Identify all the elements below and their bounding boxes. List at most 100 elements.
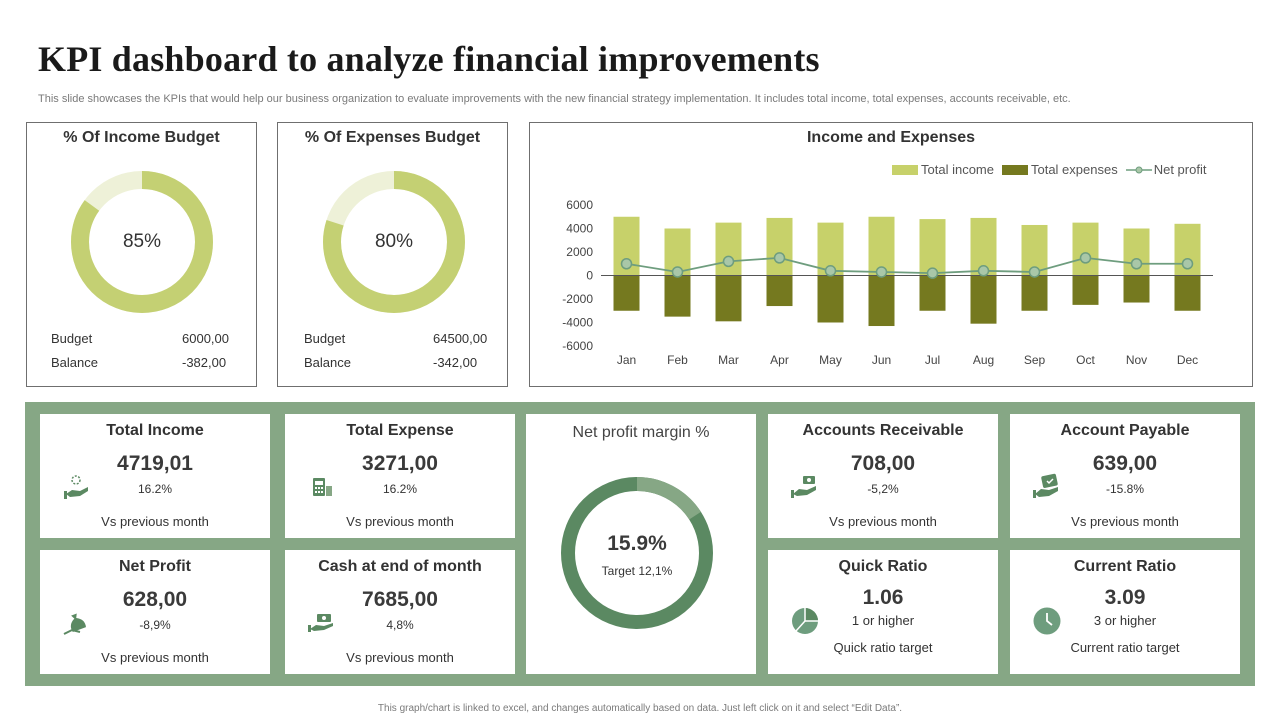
total-expense-vs: Vs previous month [346, 514, 454, 529]
net-profit-line [626, 256, 1188, 275]
x-tick-label: Jun [872, 353, 891, 367]
income-budget-donut-fill [71, 171, 213, 313]
expenses-bar [868, 275, 895, 327]
total-income-value: 4719,01 [117, 452, 193, 475]
net-profit-title: Net Profit [119, 558, 191, 575]
x-tick-label: Oct [1076, 353, 1095, 367]
cash-end-title: Cash at end of month [318, 558, 482, 575]
net-profit-margin-target: Target 12,1% [601, 564, 673, 578]
expenses-budget-value: 64500,00 [433, 331, 488, 346]
net-profit-pct: -8,9% [139, 618, 171, 632]
net-profit-margin-card: Net profit margin % 15.9% Target 12,1% [526, 414, 756, 674]
accounts-receivable-value: 708,00 [850, 452, 916, 475]
chart-title: Income and Expenses [806, 129, 976, 146]
net-profit-point [824, 265, 837, 277]
expenses-budget-percent: 80% [374, 231, 414, 252]
money-bag-icon [63, 613, 86, 635]
expenses-bar [1174, 275, 1201, 311]
legend-expenses-label: Total expenses [1030, 162, 1118, 177]
net-profit-point [1079, 252, 1092, 264]
income-balance-value: -382,00 [182, 355, 227, 370]
x-tick-label: Feb [667, 353, 688, 367]
legend-expenses-swatch [1001, 164, 1028, 175]
income-budget-donut: 85% [69, 169, 215, 315]
chart-legend: Total income Total expenses Net profit [892, 162, 1214, 177]
legend-net-profit-swatch [1125, 166, 1152, 173]
total-income-title: Total Income [106, 422, 204, 439]
account-payable-title: Account Payable [1060, 422, 1190, 439]
expenses-budget-donut: 80% [321, 169, 467, 315]
y-tick-label: 0 [586, 269, 593, 283]
current-ratio-title: Current Ratio [1073, 558, 1177, 575]
quick-ratio-sub: 1 or higher [851, 613, 915, 628]
y-tick-label: -4000 [562, 316, 593, 330]
legend-income: Total income [892, 162, 994, 177]
net-profit-point [722, 255, 735, 268]
income-bar [766, 217, 793, 276]
quick-ratio-value: 1.06 [862, 586, 904, 609]
net-profit-margin-donut: 15.9% Target 12,1% [560, 476, 714, 630]
income-budget-percent: 85% [122, 231, 162, 252]
net-profit-point [1028, 266, 1041, 278]
accounts-receivable-vs: Vs previous month [829, 514, 937, 529]
income-bar [919, 219, 946, 276]
pie-chart-icon [792, 608, 818, 634]
total-income-vs: Vs previous month [101, 514, 209, 529]
cash-end-vs: Vs previous month [346, 650, 454, 665]
x-tick-label: May [819, 353, 842, 367]
receive-money-icon [791, 476, 816, 498]
accounts-receivable-title: Accounts Receivable [802, 422, 964, 439]
income-bar [1072, 222, 1099, 276]
expenses-budget-title: % Of Expenses Budget [304, 129, 481, 146]
net-profit-point [773, 252, 786, 264]
expenses-bar [919, 275, 946, 311]
x-tick-label: Jan [617, 353, 636, 367]
payment-hand-icon [1033, 473, 1058, 498]
y-tick-label: 4000 [566, 222, 593, 236]
total-income-card: Total Income 4719,01 16.2% Vs previous m… [40, 414, 270, 538]
income-bar [715, 222, 742, 276]
x-tick-label: Dec [1177, 353, 1198, 367]
cash-end-pct: 4,8% [386, 618, 414, 632]
accounts-receivable-card: Accounts Receivable 708,00 -5,2% Vs prev… [768, 414, 998, 538]
expenses-bar [613, 275, 640, 311]
net-profit-vs: Vs previous month [101, 650, 209, 665]
quick-ratio-title: Quick Ratio [838, 558, 928, 575]
income-budget-value: 6000,00 [182, 331, 229, 346]
net-profit-point [977, 265, 990, 277]
current-ratio-target: Current ratio target [1070, 640, 1180, 655]
expenses-bar [715, 275, 742, 322]
expenses-balance-label: Balance [304, 355, 351, 370]
x-tick-label: Jul [925, 353, 940, 367]
income-budget-panel: % Of Income Budget 85% Budget 6000,00 Ba… [26, 122, 257, 387]
footer-note: This graph/chart is linked to excel, and… [377, 703, 903, 714]
current-ratio-value: 3.09 [1104, 586, 1146, 609]
clock-icon [1033, 607, 1061, 635]
total-income-pct: 16.2% [137, 482, 173, 496]
account-payable-pct: -15.8% [1105, 482, 1145, 496]
current-ratio-card: Current Ratio 3.09 3 or higher Current r… [1010, 550, 1240, 674]
net-profit-point [620, 258, 633, 270]
y-tick-label: -6000 [562, 339, 593, 353]
expenses-bar [1072, 275, 1099, 305]
net-profit-point [1130, 258, 1143, 270]
net-profit-card: Net Profit 628,00 -8,9% Vs previous mont… [40, 550, 270, 674]
page-subtitle: This slide showcases the KPIs that would… [38, 93, 1071, 105]
total-expense-value: 3271,00 [362, 452, 438, 475]
net-profit-point [671, 266, 684, 278]
net-profit-point [1181, 258, 1194, 270]
income-bar [868, 216, 895, 276]
total-expense-pct: 16.2% [382, 482, 418, 496]
accounts-receivable-pct: -5,2% [867, 482, 899, 496]
y-tick-label: -2000 [562, 292, 593, 306]
expenses-bar [970, 275, 997, 324]
legend-income-label: Total income [921, 162, 994, 177]
account-payable-value: 639,00 [1092, 452, 1158, 475]
account-payable-vs: Vs previous month [1071, 514, 1179, 529]
money-hand-icon [64, 475, 88, 499]
income-expenses-chart: 6000 4000 2000 0 -2000 -4000 -6000 Jan Feb Mar Apr… [562, 198, 1213, 367]
expenses-bar [664, 275, 691, 317]
y-tick-label: 6000 [566, 198, 593, 212]
x-tick-label: Nov [1126, 353, 1147, 367]
net-profit-point [875, 266, 888, 278]
